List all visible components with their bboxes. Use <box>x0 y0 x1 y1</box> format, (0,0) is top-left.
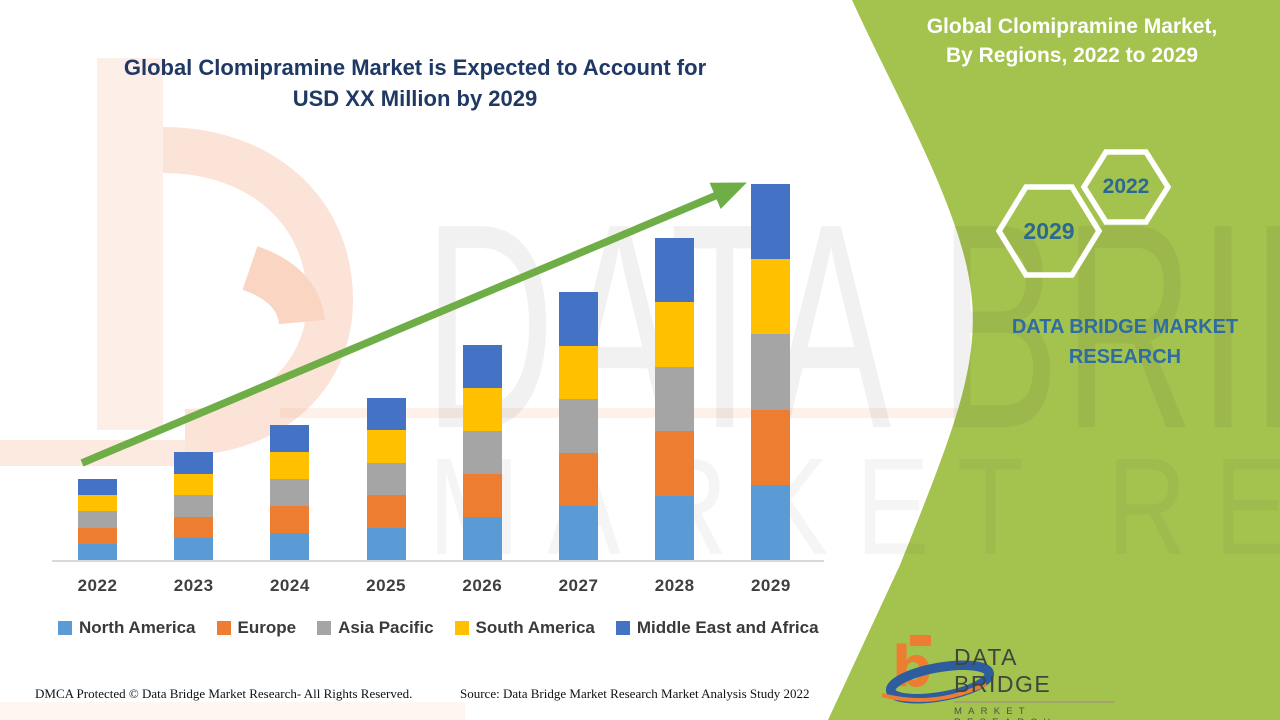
bar-segment-2027-middle-east-and-africa <box>559 292 598 346</box>
legend-label: Asia Pacific <box>338 618 434 637</box>
side-panel-heading-line2: By Regions, 2022 to 2029 <box>945 44 1199 67</box>
x-label-2025: 2025 <box>366 576 406 595</box>
side-panel-heading: Global Clomipramine Market, By Regions, … <box>892 12 1252 70</box>
side-panel-brand-text: DATA BRIDGE MARKET RESEARCH <box>985 312 1265 372</box>
legend-swatch-icon <box>216 621 231 635</box>
bar-segment-2024-europe <box>270 506 310 533</box>
bar-segment-2029-asia-pacific <box>751 334 791 410</box>
bar-segment-2026-europe <box>462 474 502 517</box>
bar-segment-2028-europe <box>655 431 695 496</box>
bar-segment-2028-south-america <box>655 302 695 367</box>
bar-segment-2028-north-america <box>655 495 695 560</box>
bar-segment-2027-south-america <box>559 345 598 400</box>
peach-stripe-watermark <box>280 408 1010 418</box>
x-label-2027: 2027 <box>558 576 599 595</box>
peach-stripe-bottom-watermark <box>0 702 465 720</box>
bar-segment-2027-europe <box>559 452 598 507</box>
bar-segment-2029-south-america <box>751 259 791 335</box>
bar-segment-2026-asia-pacific <box>462 431 502 474</box>
legend-swatch-icon <box>58 621 72 635</box>
x-label-2023: 2023 <box>173 576 214 595</box>
x-label-2024: 2024 <box>269 576 310 595</box>
bar-segment-2026-north-america <box>462 517 502 560</box>
bar-segment-2025-south-america <box>366 430 406 463</box>
bar-segment-2022-north-america <box>78 543 117 560</box>
bar-segment-2022-south-america <box>78 495 117 512</box>
bar-segment-2025-asia-pacific <box>366 462 406 496</box>
bar-segment-2024-south-america <box>270 452 310 479</box>
bar-segment-2029-europe <box>751 409 791 485</box>
bar-segment-2025-europe <box>366 495 406 528</box>
bar-segment-2023-north-america <box>174 538 214 560</box>
data-bridge-logo: b DATA BRIDGE MARKET RESEARCH <box>878 632 1178 720</box>
hexagon-outline-icon <box>1080 149 1172 225</box>
bar-segment-2025-middle-east-and-africa <box>366 398 406 431</box>
hexagon-year-2029: 2029 <box>1023 217 1075 244</box>
legend-item-north-america: North America <box>58 618 196 638</box>
trend-arrow <box>80 182 747 467</box>
bar-segment-2024-north-america <box>270 533 310 560</box>
hexagon-outline-icon <box>995 184 1103 278</box>
legend-swatch-icon <box>454 621 469 635</box>
bar-segment-2023-asia-pacific <box>174 495 214 517</box>
hexagon-badge-2022: 2022 <box>1080 149 1172 225</box>
bar-segment-2024-asia-pacific <box>270 479 310 506</box>
peach-b-watermark <box>0 58 354 466</box>
bar-segment-2028-asia-pacific <box>655 366 695 432</box>
bar-segment-2025-north-america <box>366 527 406 560</box>
bar-segment-2024-middle-east-and-africa <box>270 425 310 452</box>
page-title-line1: Global Clomipramine Market is Expected t… <box>123 55 707 80</box>
side-panel-brand-line1: DATA BRIDGE MARKET <box>1011 316 1239 338</box>
bar-segment-2027-asia-pacific <box>559 399 598 453</box>
footer-dmca: DMCA Protected © Data Bridge Market Rese… <box>35 686 413 701</box>
legend-swatch-icon <box>615 621 630 635</box>
bar-segment-2029-middle-east-and-africa <box>751 184 791 260</box>
x-label-2026: 2026 <box>462 576 503 595</box>
bar-segment-2028-middle-east-and-africa <box>655 238 695 303</box>
chart-legend: North America Europe Asia Pacific South Ame… <box>58 618 819 638</box>
page-title: Global Clomipramine Market is Expected t… <box>0 52 830 114</box>
data-bridge-logo-icon: b <box>881 635 995 704</box>
legend-item-europe: Europe <box>216 618 297 638</box>
legend-label: North America <box>79 618 196 637</box>
hexagon-year-2022: 2022 <box>1102 175 1150 198</box>
legend-label: South America <box>475 618 595 637</box>
x-label-2029: 2029 <box>750 576 791 595</box>
bar-segment-2023-south-america <box>174 473 214 496</box>
bar-segment-2026-south-america <box>462 388 502 431</box>
x-label-2028: 2028 <box>654 576 695 595</box>
legend-item-south-america: South America <box>454 618 595 638</box>
bar-segment-2027-north-america <box>559 506 598 560</box>
page-title-line2: USD XX Million by 2029 <box>292 86 538 111</box>
x-label-2022: 2022 <box>77 576 118 595</box>
logo-text-block: DATA BRIDGE MARKET RESEARCH <box>954 644 1114 720</box>
legend-label: Middle East and Africa <box>636 618 819 637</box>
footer-source: Source: Data Bridge Market Research Mark… <box>460 686 810 701</box>
hexagon-badge-2029: 2029 <box>995 184 1103 278</box>
bar-segment-2023-europe <box>174 516 214 539</box>
legend-label: Europe <box>237 618 297 637</box>
x-axis-line <box>52 560 824 562</box>
bar-segment-2023-middle-east-and-africa <box>174 452 214 474</box>
bar-segment-2022-asia-pacific <box>78 511 117 528</box>
legend-item-asia-pacific: Asia Pacific <box>317 618 434 638</box>
logo-tagline: MARKET RESEARCH <box>954 706 1050 720</box>
legend-item-middle-east-and-africa: Middle East and Africa <box>615 618 819 638</box>
legend-swatch-icon <box>317 621 332 635</box>
bar-segment-2029-north-america <box>751 484 791 560</box>
bar-segment-2026-middle-east-and-africa <box>462 345 502 388</box>
side-panel-brand-line2: RESEARCH <box>1068 346 1182 368</box>
side-panel-heading-line1: Global Clomipramine Market, <box>926 15 1218 38</box>
bar-segment-2022-europe <box>78 527 117 544</box>
bar-segment-2022-middle-east-and-africa <box>78 479 117 496</box>
logo-name: DATA BRIDGE <box>954 644 1114 703</box>
